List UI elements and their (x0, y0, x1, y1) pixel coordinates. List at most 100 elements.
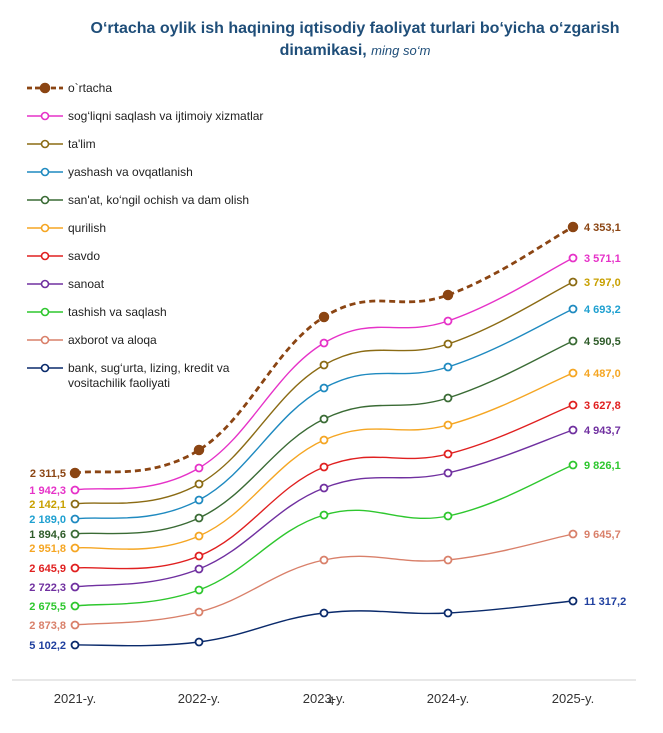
point-sanoat-2 (319, 483, 329, 493)
legend-label-ortacha: o`rtacha (68, 81, 112, 95)
point-axborot-2 (319, 555, 329, 565)
point-ortacha-3 (442, 289, 454, 301)
legend-item-ortacha: o`rtacha (27, 81, 112, 95)
point-sanat-3 (443, 393, 453, 403)
point-sanoat-0 (70, 582, 80, 592)
chart-title: O‘rtacha oylik ish haqining iqtisodiy fa… (60, 18, 650, 62)
point-savdo-4 (568, 400, 578, 410)
point-sanat-4 (568, 336, 578, 346)
point-tashish-0 (70, 601, 80, 611)
point-qurilish-1 (194, 531, 204, 541)
legend-swatch-marker (40, 363, 50, 373)
series-ortacha (69, 221, 579, 479)
chart-value-labels: 2 311,5 4 353,1 1 942,3 3 571,1 2 142,1 3 797… (29, 222, 626, 652)
point-yashash-3 (443, 362, 453, 372)
point-yashash-0 (70, 514, 80, 524)
legend-swatch-marker (40, 195, 50, 205)
point-bank-3 (443, 608, 453, 618)
point-talim-2 (319, 360, 329, 370)
legend-item-sanoat: sanoat (27, 277, 105, 291)
x-tick-label-2: 2023-y. (303, 691, 345, 706)
point-sanat-1 (194, 513, 204, 523)
point-ortacha-1 (193, 444, 205, 456)
point-yashash-2 (319, 383, 329, 393)
point-talim-3 (443, 339, 453, 349)
legend-item-tashish: tashish va saqlash (27, 305, 167, 319)
point-savdo-0 (70, 563, 80, 573)
series-bank (70, 596, 578, 650)
label-last-yashash: 4 693,2 (584, 304, 621, 316)
label-last-qurilish: 4 487,0 (584, 368, 621, 380)
point-qurilish-4 (568, 368, 578, 378)
point-sanoat-3 (443, 468, 453, 478)
point-axborot-4 (568, 529, 578, 539)
label-last-axborot: 9 645,7 (584, 529, 621, 541)
legend-swatch-marker (40, 223, 50, 233)
legend-swatch-marker (39, 82, 51, 94)
legend-label-sanoat: sanoat (68, 277, 105, 291)
point-sogliq-3 (443, 316, 453, 326)
legend-item-bank: bank, sug‘urta, lizing, kredit va vositac… (27, 361, 230, 390)
label-last-tashish: 9 826,1 (584, 460, 621, 472)
legend-swatch-marker (40, 251, 50, 261)
point-tashish-2 (319, 510, 329, 520)
series-axborot (70, 529, 578, 630)
label-first-sogliq: 1 942,3 (29, 485, 66, 497)
series-qurilish (70, 368, 578, 553)
label-first-sanat: 1 894,6 (29, 529, 66, 541)
point-qurilish-3 (443, 420, 453, 430)
legend-label-bank: bank, sug‘urta, lizing, kredit va vositac… (68, 361, 230, 390)
label-last-sogliq: 3 571,1 (584, 253, 621, 265)
point-tashish-1 (194, 585, 204, 595)
legend-swatch-marker (40, 307, 50, 317)
point-qurilish-2 (319, 435, 329, 445)
label-last-talim: 3 797,0 (584, 277, 621, 289)
label-first-savdo: 2 645,9 (29, 563, 66, 575)
legend-item-sanat: san'at, ko‘ngil ochish va dam olish (27, 193, 249, 207)
legend-label-yashash: yashash va ovqatlanish (68, 165, 193, 179)
point-tashish-4 (568, 460, 578, 470)
chart-title-unit: ming so‘m (371, 43, 431, 58)
legend-label-sogliq: sog‘liqni saqlash va ijtimoiy xizmatlar (68, 109, 263, 123)
point-axborot-0 (70, 620, 80, 630)
legend-swatch-marker (40, 139, 50, 149)
legend-label-savdo: savdo (68, 249, 100, 263)
point-axborot-1 (194, 607, 204, 617)
label-last-ortacha: 4 353,1 (584, 222, 621, 234)
point-sogliq-4 (568, 253, 578, 263)
series-yashash (70, 304, 578, 524)
x-tick-label-0: 2021-y. (54, 691, 96, 706)
label-first-bank: 5 102,2 (29, 640, 66, 652)
label-last-savdo: 3 627,8 (584, 400, 621, 412)
legend-label-tashish: tashish va saqlash (68, 305, 167, 319)
point-sogliq-2 (319, 338, 329, 348)
point-bank-4 (568, 596, 578, 606)
point-axborot-3 (443, 555, 453, 565)
series-line-qurilish (74, 372, 574, 550)
legend-item-yashash: yashash va ovqatlanish (27, 165, 193, 179)
label-first-qurilish: 2 951,8 (29, 543, 66, 555)
x-tick-label-4: 2025-y. (552, 691, 594, 706)
point-qurilish-0 (70, 543, 80, 553)
chart-title-main: O‘rtacha oylik ish haqining iqtisodiy fa… (90, 20, 620, 59)
label-first-tashish: 2 675,5 (29, 601, 66, 613)
x-axis-labels: 2021-y. 2022-y. 2023-y. 2024-y. 2025-y. (54, 691, 594, 706)
label-last-sanat: 4 590,5 (584, 336, 621, 348)
label-last-bank: 11 317,2 (584, 596, 626, 608)
point-savdo-3 (443, 449, 453, 459)
label-first-axborot: 2 873,8 (29, 620, 66, 632)
point-savdo-1 (194, 551, 204, 561)
point-talim-4 (568, 277, 578, 287)
point-ortacha-2 (318, 311, 330, 323)
point-bank-0 (70, 640, 80, 650)
chart-legend: o`rtacha sog‘liqni saqlash va ijtimoiy xi… (27, 81, 263, 390)
legend-label-talim: ta'lim (68, 137, 96, 151)
point-ortacha-0 (69, 467, 81, 479)
label-first-talim: 2 142,1 (29, 499, 66, 511)
x-tick-label-3: 2024-y. (427, 691, 469, 706)
series-talim (70, 277, 578, 509)
x-tick-label-1: 2022-y. (178, 691, 220, 706)
series-sogliq (70, 253, 578, 495)
legend-item-savdo: savdo (27, 249, 100, 263)
